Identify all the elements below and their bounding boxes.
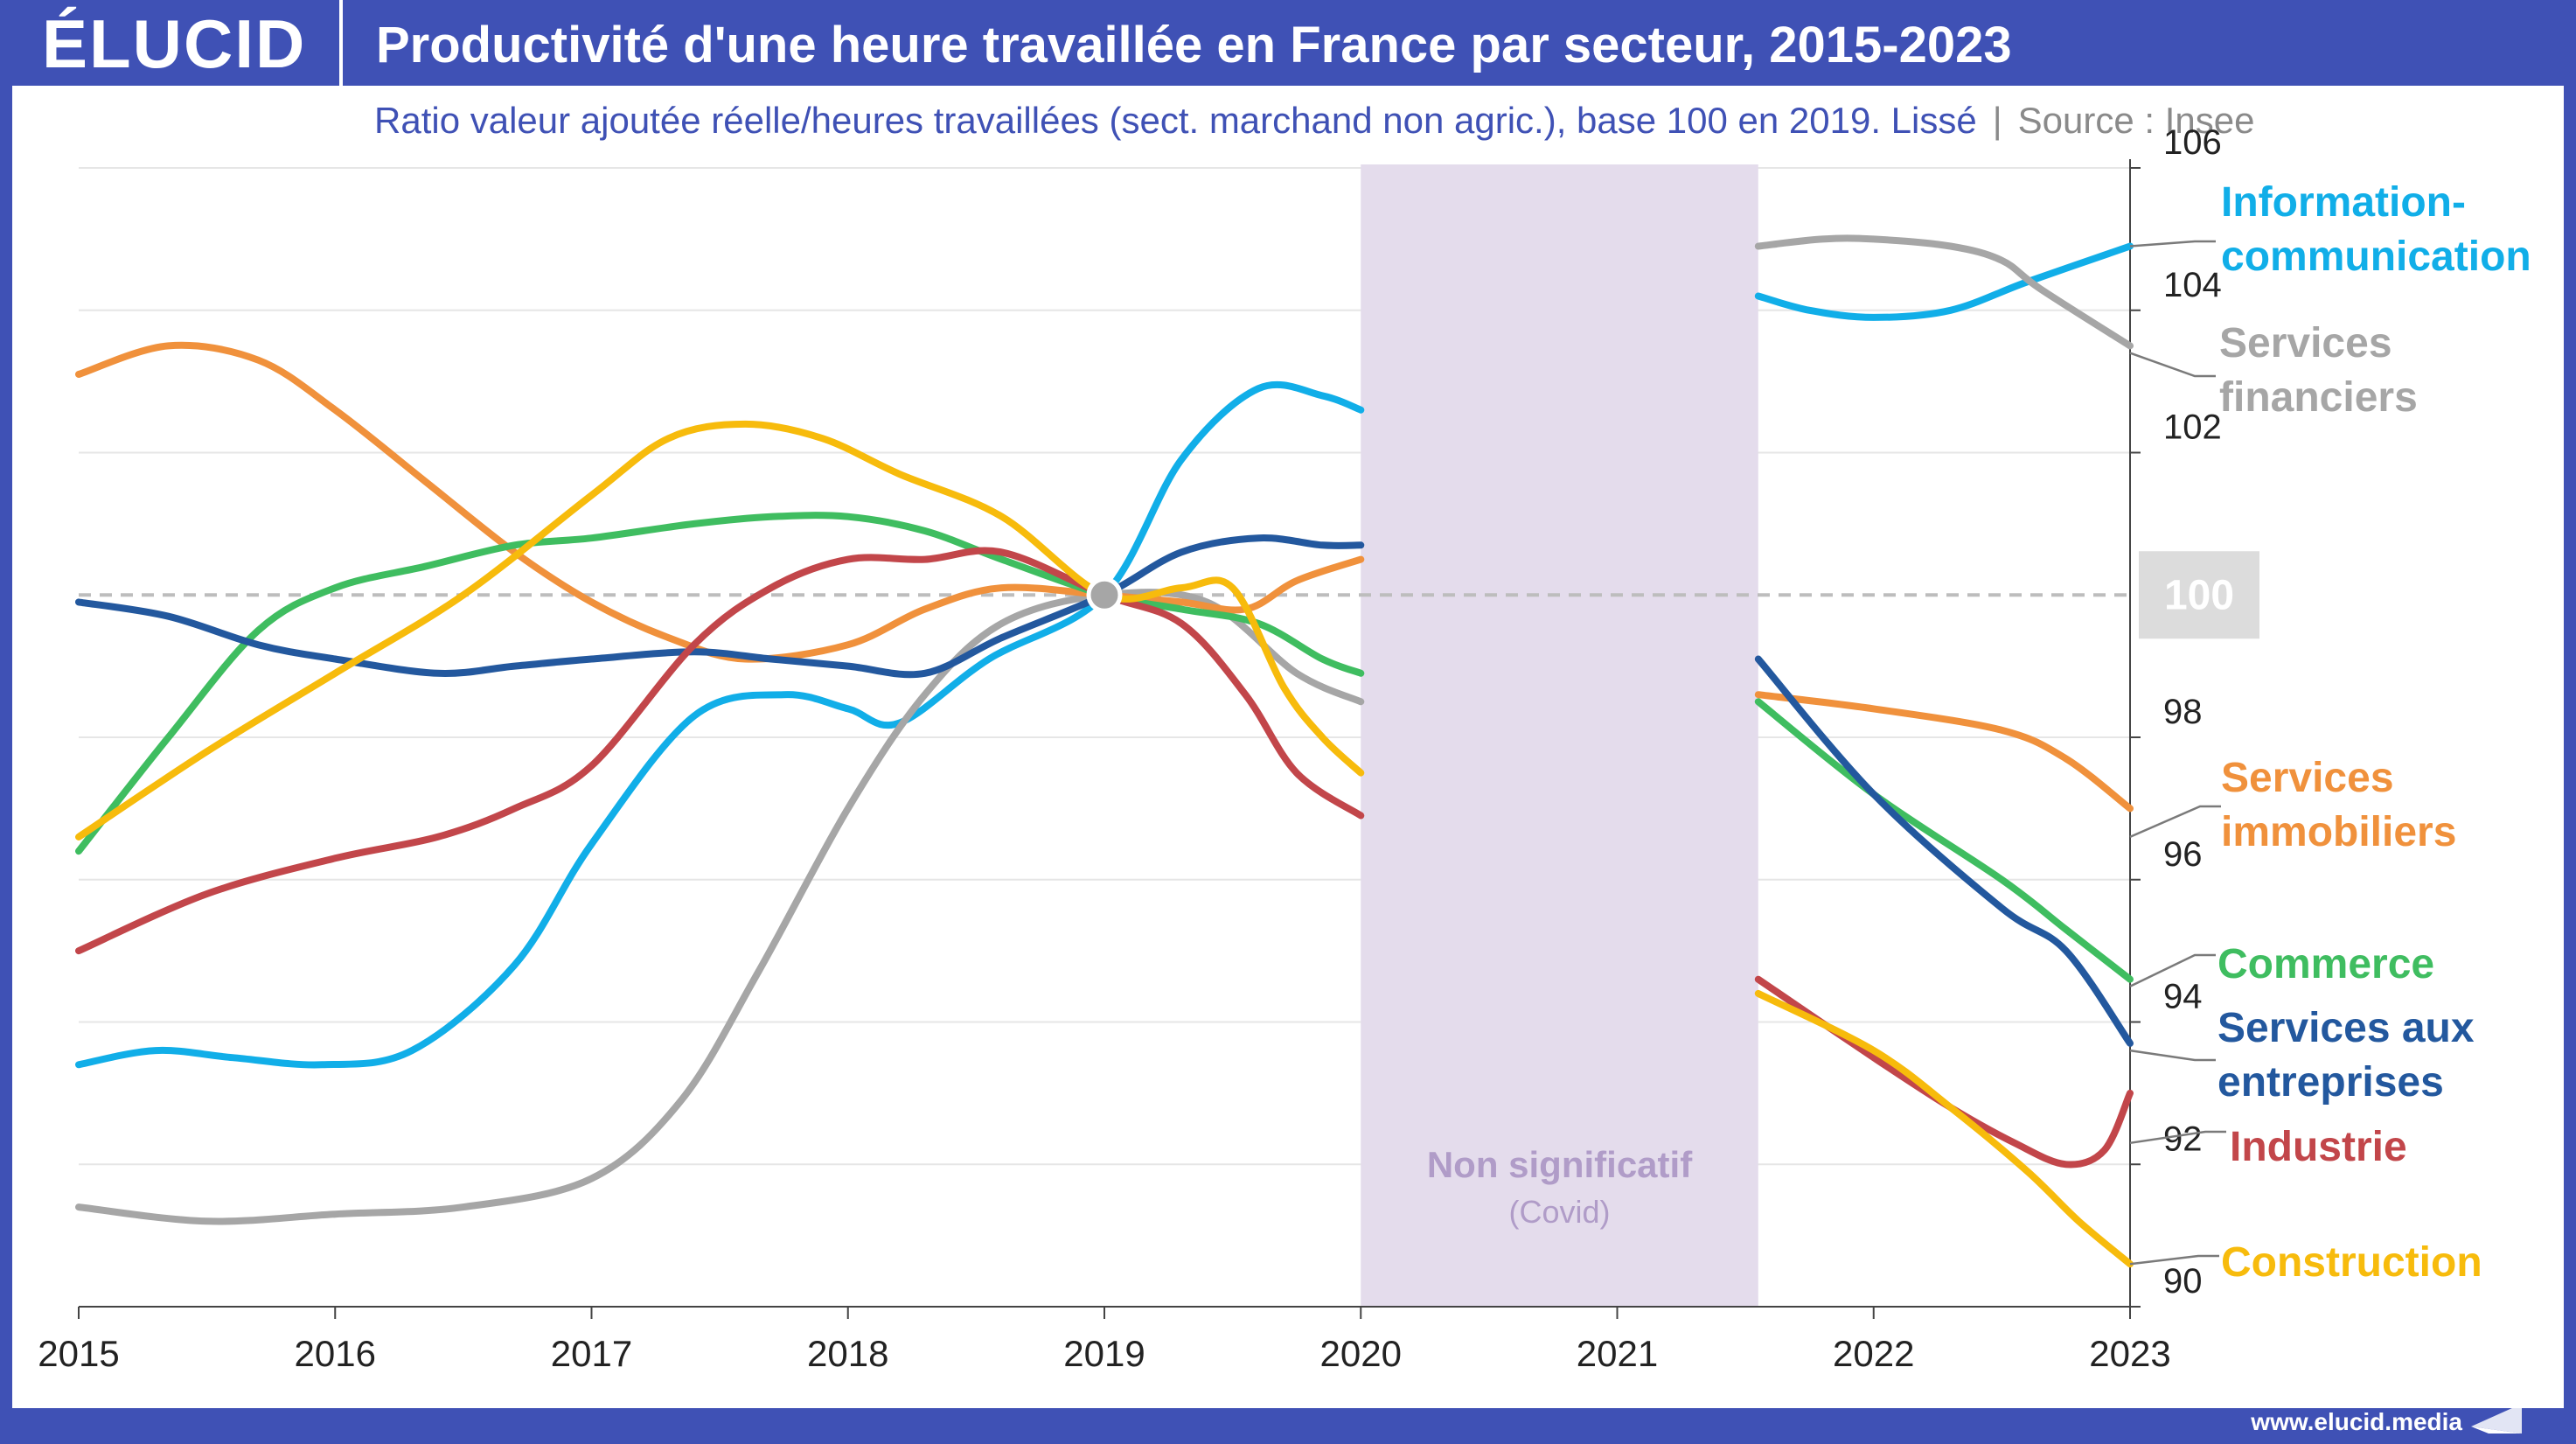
x-tick-label: 2020 xyxy=(1320,1333,1402,1374)
series-line-pre xyxy=(75,547,1365,955)
covid-band xyxy=(1361,164,1758,1307)
y-tick-label: 104 xyxy=(2163,266,2222,304)
elucid-logo: ÉLUCID xyxy=(42,5,307,82)
series-line-post xyxy=(1754,975,2134,1168)
label-leader-line xyxy=(2129,953,2216,987)
series-line-pre xyxy=(75,534,1365,679)
series-label: Services xyxy=(2219,320,2392,366)
x-tick-label: 2015 xyxy=(38,1333,119,1374)
subtitle-separator: | xyxy=(1992,100,2002,141)
series-label: financiers xyxy=(2219,374,2418,421)
elucid-arrow-icon xyxy=(2471,1404,2522,1434)
y-tick-label: 96 xyxy=(2163,835,2203,874)
covid-sublabel: (Covid) xyxy=(1509,1194,1611,1230)
label-leader-line xyxy=(2129,1254,2219,1266)
y-tick-label: 94 xyxy=(2163,978,2203,1016)
series-label: entreprises xyxy=(2217,1059,2444,1106)
footer-url[interactable]: www.elucid.media xyxy=(2251,1408,2462,1435)
series-label: Industrie xyxy=(2230,1124,2407,1170)
x-tick-label: 2017 xyxy=(551,1333,632,1374)
header-bar: ÉLUCID Productivité d'une heure travaill… xyxy=(0,0,2576,86)
baseline-badge xyxy=(2139,551,2259,639)
series-line-pre xyxy=(75,420,1365,841)
series-line-post xyxy=(1754,989,2134,1268)
chart-source: Source : Insee xyxy=(2017,100,2255,141)
logo-divider xyxy=(339,0,343,86)
series-label: Information- xyxy=(2221,179,2466,226)
y-tick-label: 106 xyxy=(2163,123,2222,162)
series-line-post xyxy=(1754,655,2134,1047)
x-tick-label: 2021 xyxy=(1577,1333,1658,1374)
label-leader-line xyxy=(2129,805,2221,839)
series-line-post xyxy=(1754,234,2134,350)
x-tick-label: 2022 xyxy=(1833,1333,1914,1374)
series-label: immobiliers xyxy=(2221,809,2456,855)
chart-panel xyxy=(12,86,2564,1408)
series-label: communication xyxy=(2221,234,2531,280)
series-label: Services xyxy=(2221,755,2394,801)
y-tick-label: 90 xyxy=(2163,1262,2203,1301)
covid-label: Non significatif xyxy=(1427,1144,1693,1185)
series-line-pre xyxy=(75,512,1365,855)
chart-subtitle: Ratio valeur ajoutée réelle/heures trava… xyxy=(374,100,1977,141)
y-tick-label: 102 xyxy=(2163,408,2222,447)
series-label: Services aux xyxy=(2217,1005,2475,1051)
y-tick-label: 98 xyxy=(2163,693,2203,731)
series-line-post xyxy=(1754,698,2134,983)
series-line-post xyxy=(1754,242,2134,321)
series-line-post xyxy=(1754,691,2134,813)
x-tick-label: 2019 xyxy=(1063,1333,1145,1374)
y-tick-label: 92 xyxy=(2163,1120,2203,1158)
series-line-pre xyxy=(75,380,1365,1069)
series-label: Construction xyxy=(2221,1239,2482,1286)
x-tick-label: 2018 xyxy=(807,1333,888,1374)
series-label: Commerce xyxy=(2217,941,2434,987)
label-leader-line xyxy=(2129,240,2216,248)
chart-subtitle-row: Ratio valeur ajoutée réelle/heures trava… xyxy=(374,96,2254,145)
x-tick-label: 2023 xyxy=(2089,1333,2170,1374)
baseline-badge-label: 100 xyxy=(2164,572,2234,618)
x-tick-label: 2016 xyxy=(295,1333,376,1374)
label-leader-line xyxy=(2129,1130,2226,1145)
chart-title: Productivité d'une heure travaillée en F… xyxy=(376,17,2012,73)
series-line-pre xyxy=(75,589,1365,1225)
label-leader-line xyxy=(2129,1049,2216,1062)
pivot-point xyxy=(1086,576,1123,613)
label-leader-line xyxy=(2129,352,2216,378)
